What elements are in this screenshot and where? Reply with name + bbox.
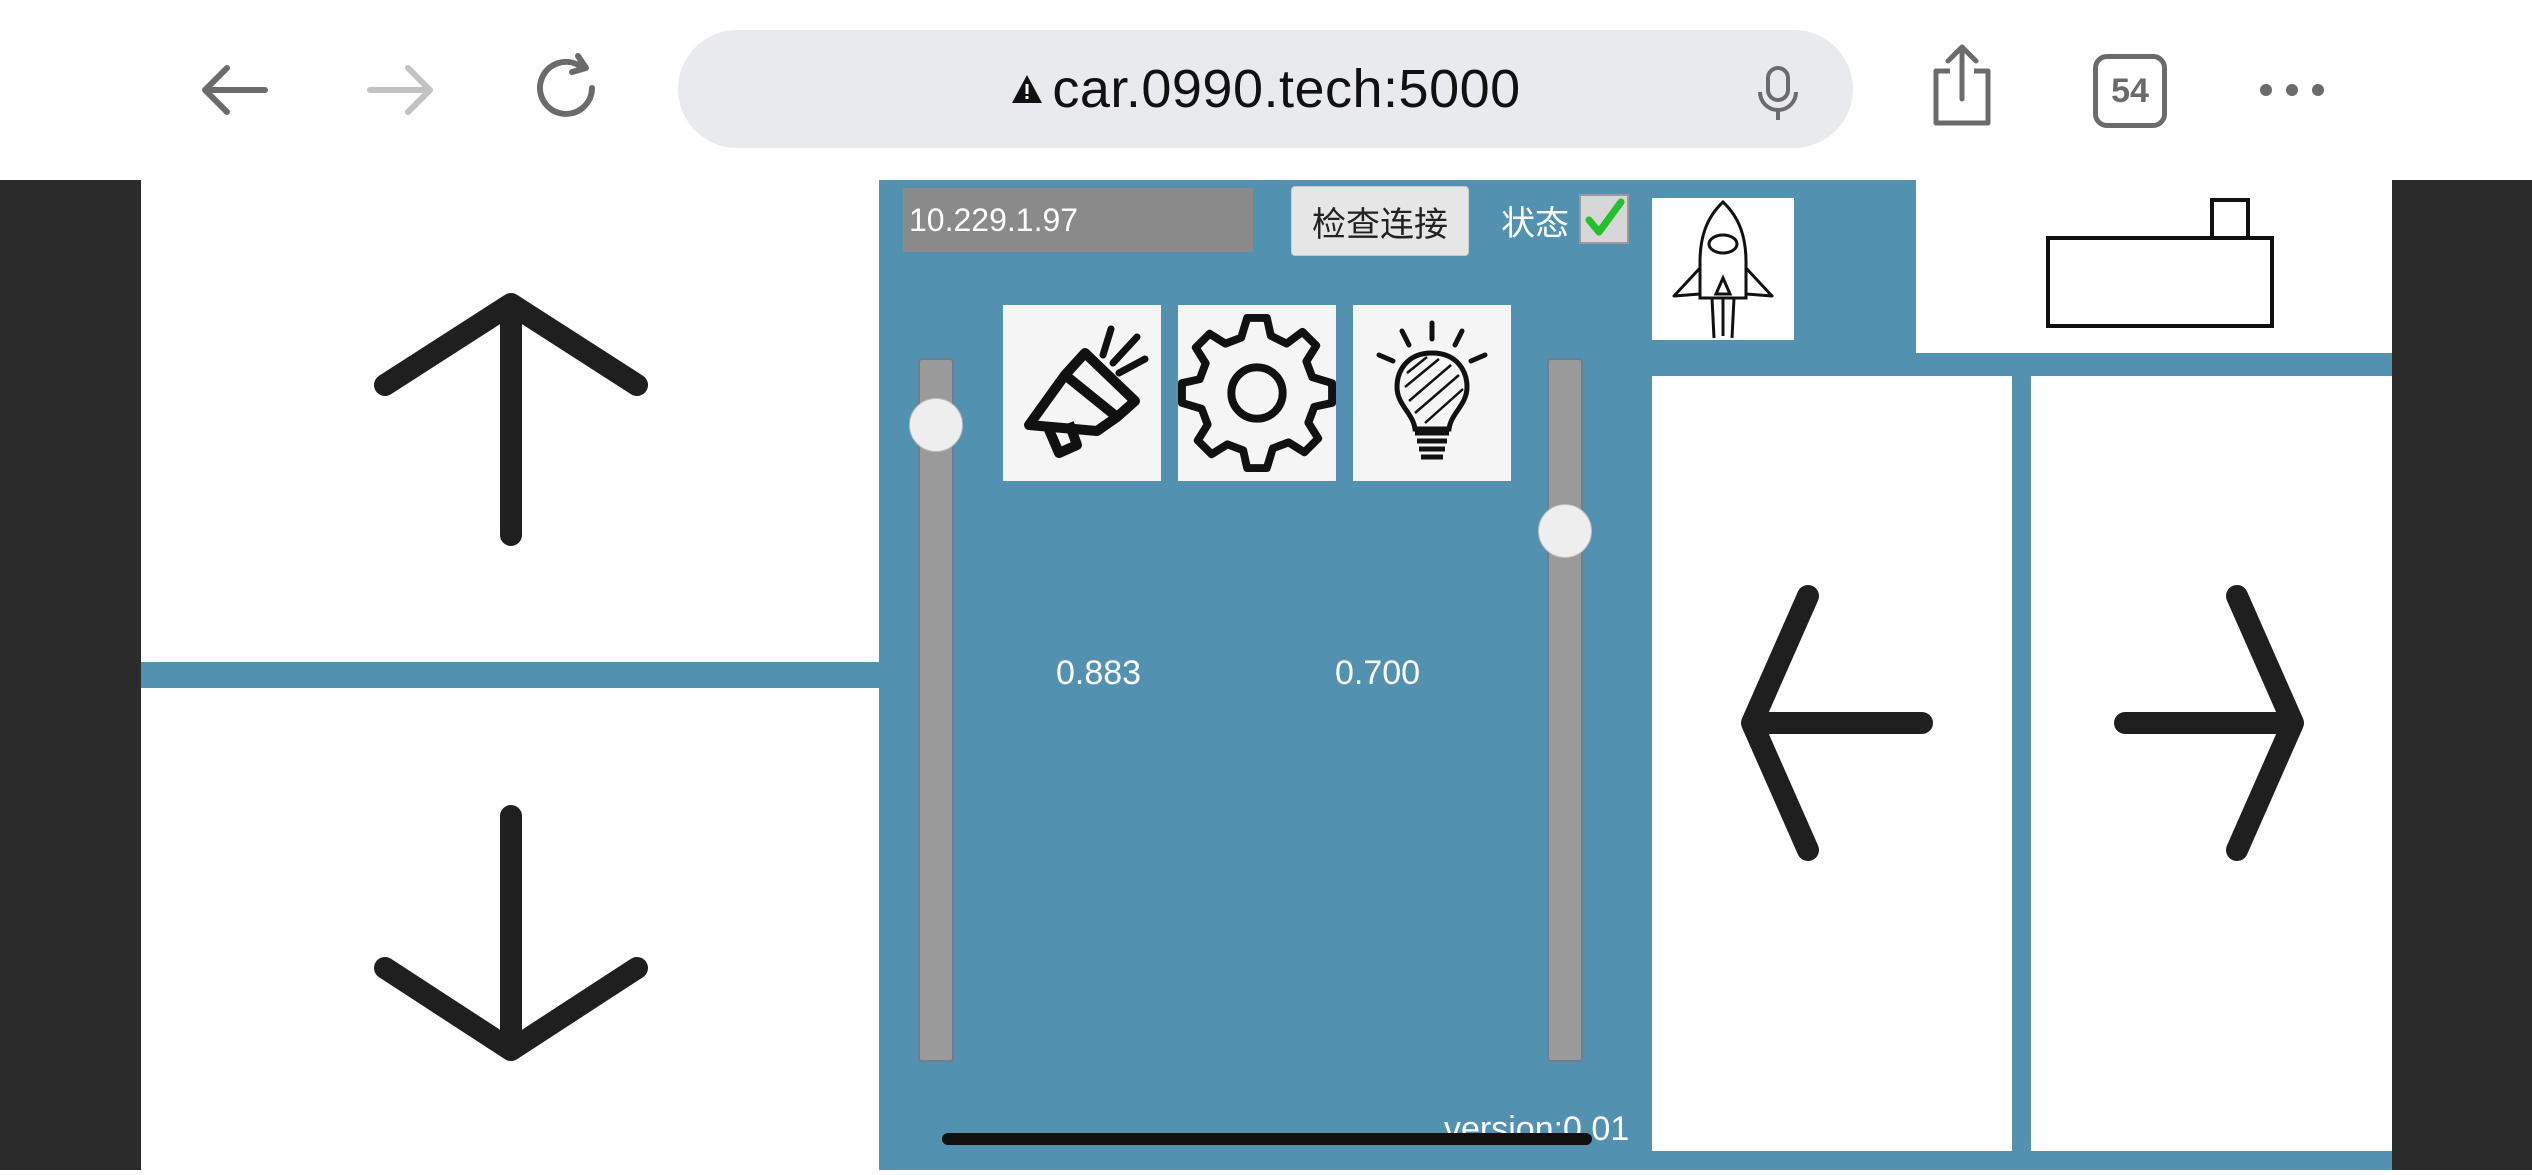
warning-icon	[1012, 75, 1043, 103]
light-button[interactable]	[1353, 305, 1511, 481]
settings-button[interactable]	[1178, 305, 1336, 481]
reload-icon[interactable]	[528, 50, 608, 130]
browser-toolbar: car.0990.tech:5000 54	[0, 0, 2532, 182]
right-arrow-icon	[2114, 585, 2304, 861]
address-bar[interactable]: car.0990.tech:5000	[678, 30, 1853, 148]
steer-value: 0.700	[1335, 654, 1421, 692]
camera-button[interactable]	[1916, 180, 2392, 353]
camera-icon	[2046, 198, 2274, 328]
horn-button[interactable]	[1003, 305, 1161, 481]
tab-count: 54	[2111, 71, 2149, 110]
more-icon[interactable]	[2252, 50, 2332, 130]
steer-slider-thumb[interactable]	[1538, 504, 1592, 558]
home-indicator	[942, 1133, 1592, 1145]
megaphone-icon	[1024, 325, 1149, 458]
forward-button[interactable]	[141, 180, 879, 662]
back-arrow-icon[interactable]	[195, 50, 275, 130]
check-connection-button[interactable]: 检查连接	[1291, 186, 1469, 256]
speed-slider[interactable]	[918, 358, 954, 1062]
forward-arrow-icon[interactable]	[360, 50, 440, 130]
ip-address-input[interactable]	[903, 188, 1253, 252]
status-label: 状态	[1501, 205, 1569, 243]
right-button[interactable]	[2031, 376, 2392, 1151]
rocket-icon	[1672, 199, 1774, 339]
down-arrow-icon	[374, 805, 648, 1061]
backward-button[interactable]	[141, 688, 879, 1170]
checkmark-icon	[1585, 198, 1625, 236]
status-checkbox[interactable]	[1579, 194, 1629, 244]
car-controller: 检查连接 状态	[141, 180, 2392, 1170]
page-viewport: 检查连接 状态	[0, 180, 2532, 1170]
up-arrow-icon	[374, 293, 648, 546]
left-button[interactable]	[1652, 376, 2012, 1151]
steer-slider[interactable]	[1547, 358, 1583, 1062]
url-text: car.0990.tech:5000	[1052, 59, 1521, 119]
lightbulb-icon	[1376, 320, 1488, 460]
mic-icon[interactable]	[1753, 64, 1803, 129]
gear-icon	[1178, 314, 1336, 472]
speed-slider-thumb[interactable]	[909, 398, 963, 452]
boost-button[interactable]	[1652, 198, 1794, 340]
left-arrow-icon	[1741, 585, 1933, 861]
share-icon[interactable]	[1922, 44, 2002, 126]
speed-value: 0.883	[1056, 654, 1142, 692]
tabs-button[interactable]: 54	[2093, 54, 2167, 128]
